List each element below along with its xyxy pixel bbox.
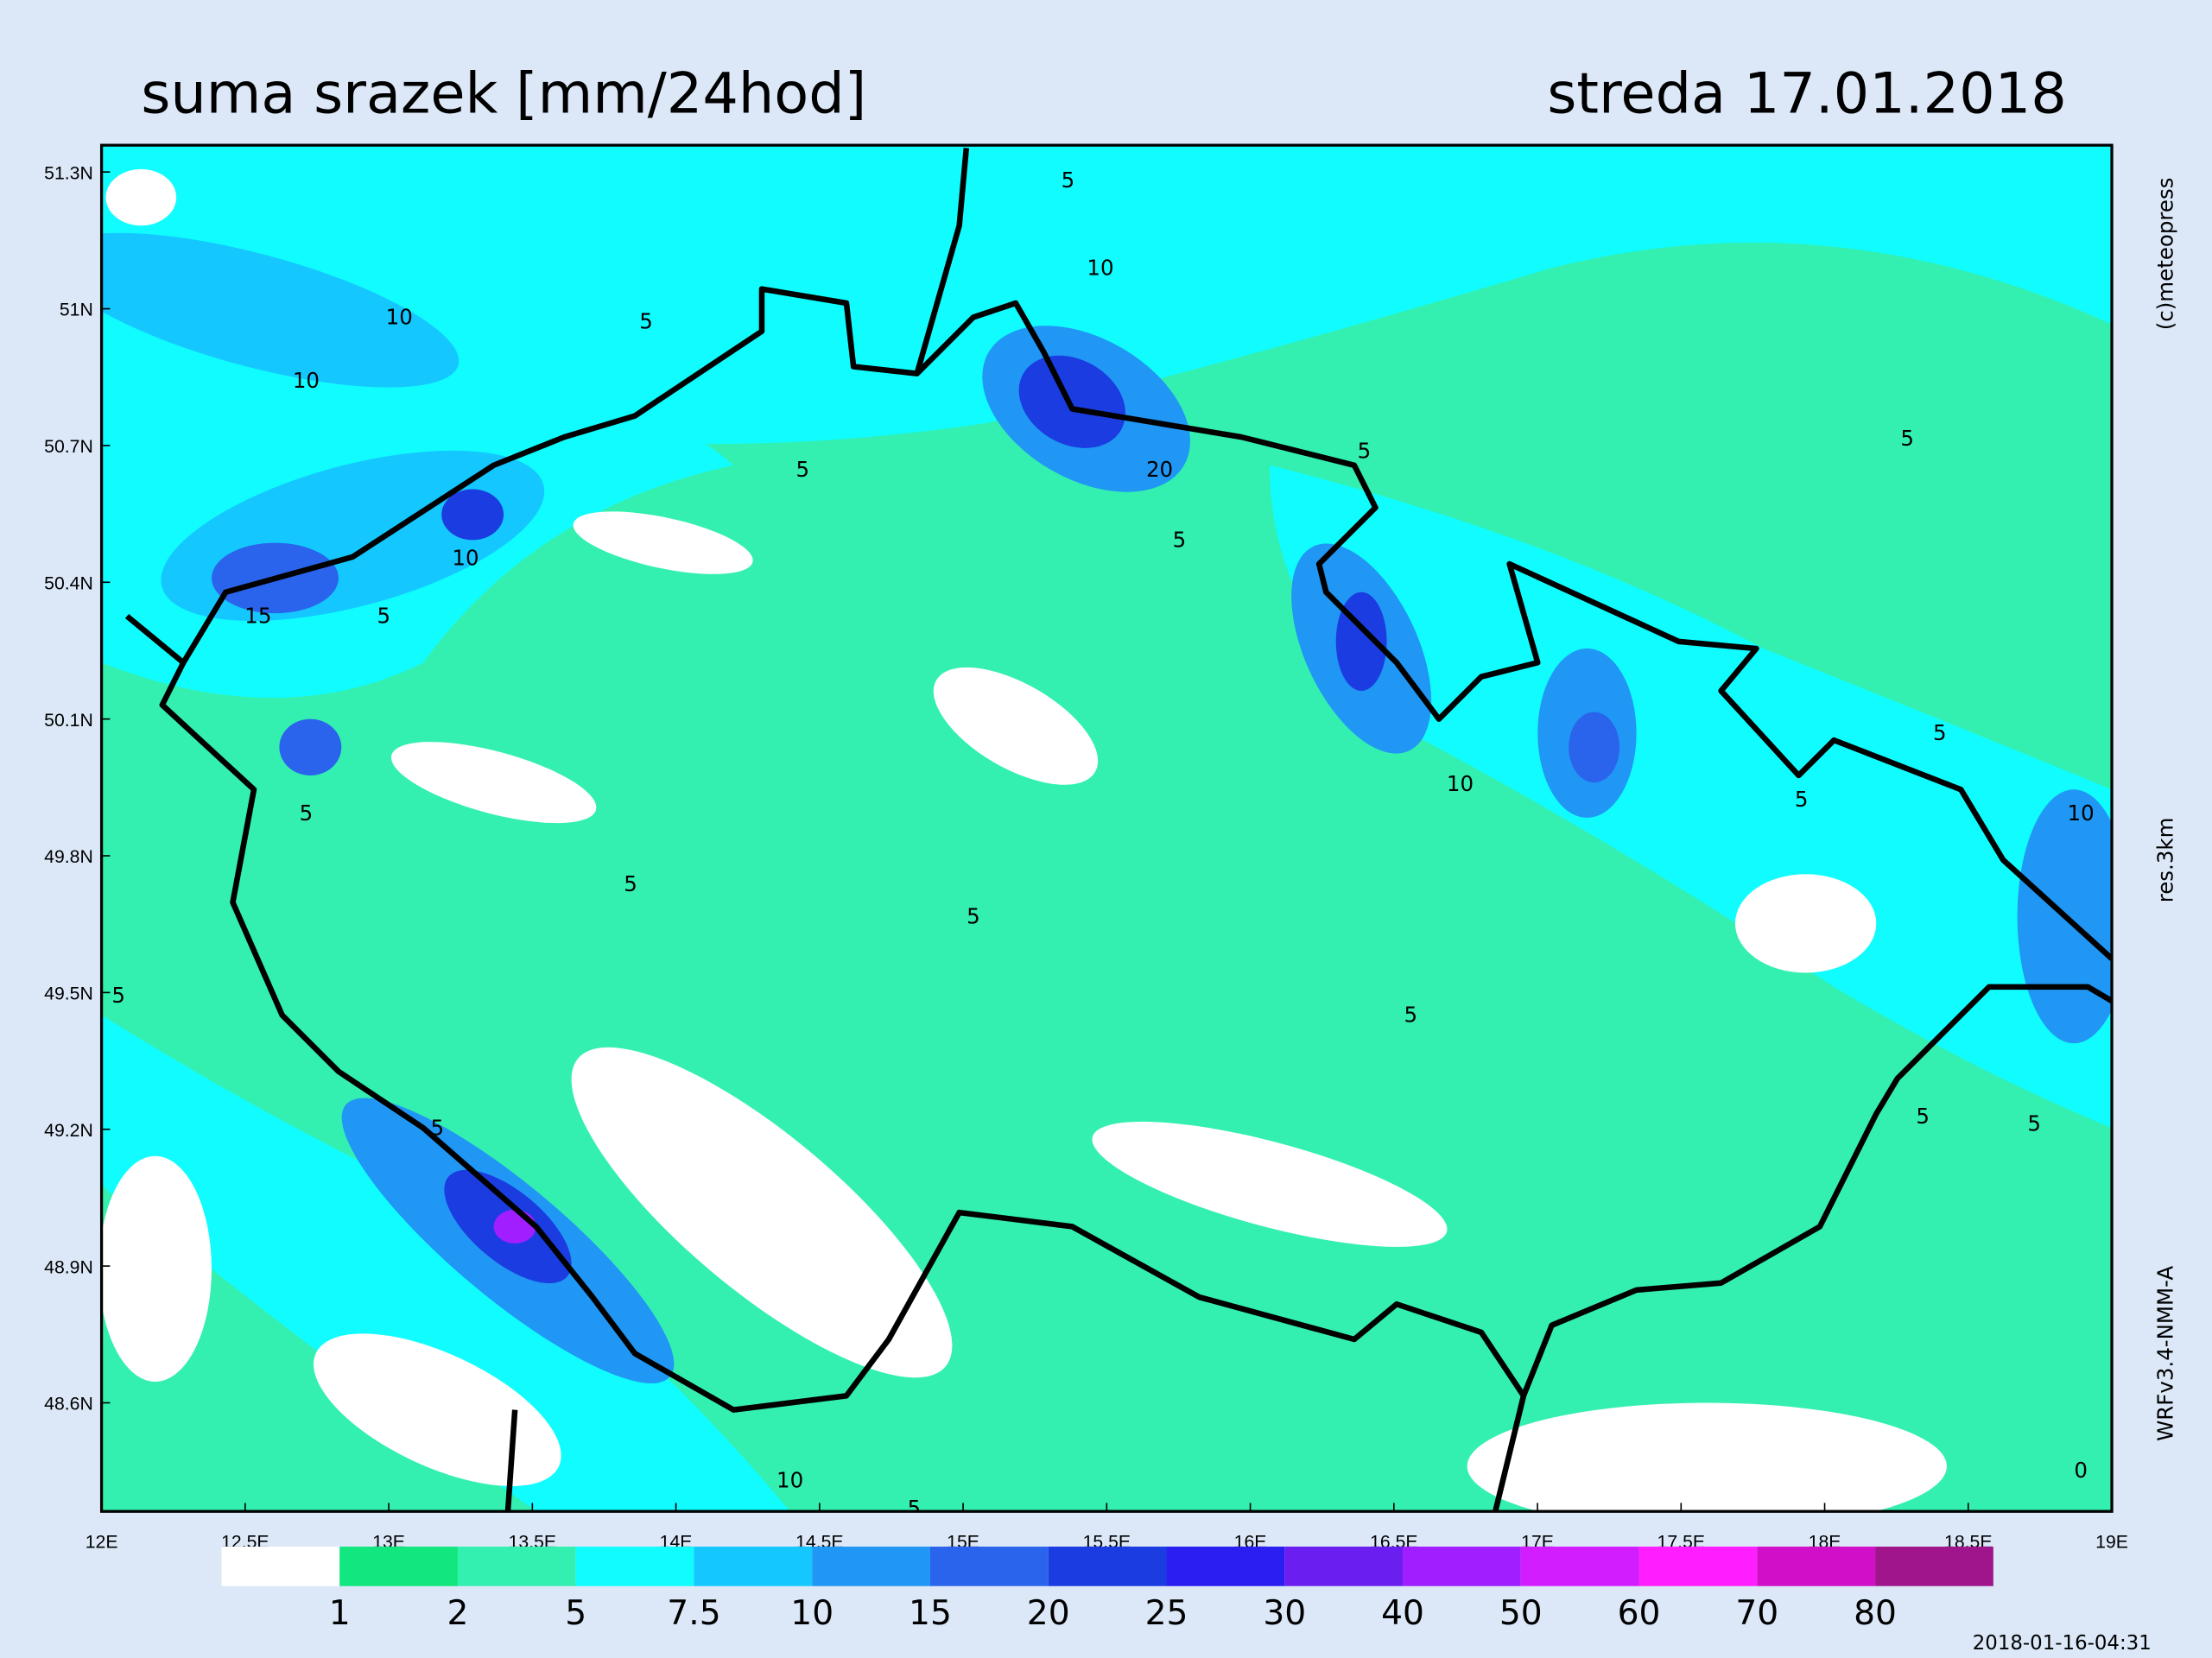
contour-label: 5 — [1933, 720, 1947, 745]
lat-label: 49.8N — [44, 847, 93, 867]
model-name: WRFv3.4-NMM-A — [2152, 1266, 2177, 1441]
contour-label: 10 — [776, 1467, 803, 1492]
contour-label: 5 — [639, 308, 653, 333]
dry-area — [101, 1155, 212, 1382]
dry-area — [314, 1333, 561, 1486]
contour-label: 5 — [1795, 787, 1809, 812]
contour-label: 10 — [452, 546, 479, 571]
legend-label: 80 — [1854, 1594, 1897, 1633]
lat-label: 50.4N — [44, 573, 93, 593]
lat-label: 48.6N — [44, 1395, 93, 1414]
contour-label: 10 — [293, 368, 320, 393]
timestamp: 2018-01-16-04:31 — [1973, 1632, 2152, 1655]
legend-swatch — [1403, 1547, 1521, 1586]
contour-label: 5 — [377, 604, 390, 629]
dry-area — [573, 511, 753, 574]
dry-area — [933, 667, 1099, 785]
contour-label: 5 — [1404, 1003, 1418, 1028]
contour-label: 5 — [111, 983, 125, 1008]
lat-label: 49.5N — [44, 984, 93, 1004]
precip-field: 5 10 10 5 10 5 5 5 20 5 10 15 5 5 10 5 5 10 5 5 5 5 5 5 5 10 5 0 — [101, 145, 2113, 1521]
legend-swatch — [1520, 1547, 1639, 1586]
legend-swatch — [575, 1547, 694, 1586]
contour-label: 5 — [1358, 439, 1372, 464]
legend-swatch — [1638, 1547, 1758, 1586]
legend-swatch — [1757, 1547, 1876, 1586]
contour-label: 5 — [1062, 168, 1075, 193]
contour-label: 5 — [624, 871, 637, 896]
legend-label: 40 — [1381, 1594, 1424, 1633]
field-core — [1018, 355, 1125, 448]
contour-label: 5 — [1916, 1104, 1930, 1129]
legend-label: 10 — [790, 1594, 833, 1633]
dry-area — [105, 168, 177, 226]
contour-label: 5 — [967, 903, 980, 928]
legend-swatch — [457, 1547, 576, 1586]
map-date: streda 17.01.2018 — [1547, 61, 2066, 127]
dry-area — [1734, 874, 1877, 973]
lon-label: 12E — [86, 1533, 118, 1553]
legend-label: 2 — [447, 1594, 468, 1633]
legend-label: 25 — [1145, 1594, 1188, 1633]
contour-label: 20 — [1146, 457, 1173, 482]
field-core — [279, 718, 342, 775]
lat-label: 51N — [60, 301, 93, 320]
legend-swatch — [221, 1547, 340, 1586]
contour-label: 10 — [1087, 255, 1113, 280]
contour-label: 5 — [1173, 527, 1187, 552]
legend-swatch — [1284, 1547, 1404, 1586]
legend-label: 60 — [1618, 1594, 1661, 1633]
contour-label: 5 — [431, 1115, 445, 1140]
legend-swatch — [929, 1547, 1049, 1586]
legend-swatch — [1048, 1547, 1167, 1586]
lat-label: 50.7N — [44, 437, 93, 457]
legend-label: 5 — [565, 1594, 586, 1633]
country-border — [124, 148, 2113, 1512]
map-title: suma srazek [mm/24hod] — [141, 61, 866, 127]
field-band — [1269, 465, 2113, 1129]
legend-label: 50 — [1499, 1594, 1543, 1633]
contour-label: 15 — [244, 604, 271, 629]
legend-swatch — [694, 1547, 813, 1586]
field-core — [441, 489, 504, 541]
field-band — [101, 145, 2113, 445]
legend-swatch — [1166, 1547, 1285, 1586]
contour-label: 10 — [386, 305, 413, 330]
lat-label: 49.2N — [44, 1121, 93, 1141]
field-core — [1569, 712, 1620, 783]
dry-area — [1467, 1402, 1947, 1512]
field-band — [101, 1015, 790, 1512]
legend-swatch — [812, 1547, 930, 1586]
legend-swatch — [339, 1547, 458, 1586]
contour-label: 5 — [300, 801, 314, 826]
lat-label: 48.9N — [44, 1257, 93, 1277]
dry-area — [571, 1047, 953, 1378]
lon-label: 19E — [2095, 1533, 2128, 1553]
legend-swatch — [1875, 1547, 1993, 1586]
legend-label: 20 — [1027, 1594, 1070, 1633]
resolution: res.3km — [2152, 818, 2177, 903]
dry-area — [1092, 1121, 1448, 1247]
contour-label: 5 — [1900, 426, 1914, 451]
legend-label: 70 — [1735, 1594, 1778, 1633]
legend-label: 1 — [329, 1594, 351, 1633]
contour-label: 5 — [2027, 1111, 2041, 1136]
legend-label: 30 — [1263, 1594, 1306, 1633]
contour-label: 10 — [2068, 801, 2095, 826]
field-blob — [101, 232, 460, 388]
contour-label: 10 — [1447, 771, 1474, 796]
dry-area — [390, 742, 597, 824]
lat-label: 50.1N — [44, 711, 93, 731]
contour-label: 5 — [908, 1496, 922, 1521]
lat-label: 51.3N — [44, 163, 93, 183]
legend-label: 15 — [909, 1594, 952, 1633]
contour-label: 0 — [2074, 1458, 2088, 1483]
legend-label: 7.5 — [667, 1594, 720, 1633]
field-core — [493, 1209, 536, 1244]
contour-label: 5 — [796, 457, 810, 482]
copyright: (c)meteopress — [2152, 178, 2177, 331]
